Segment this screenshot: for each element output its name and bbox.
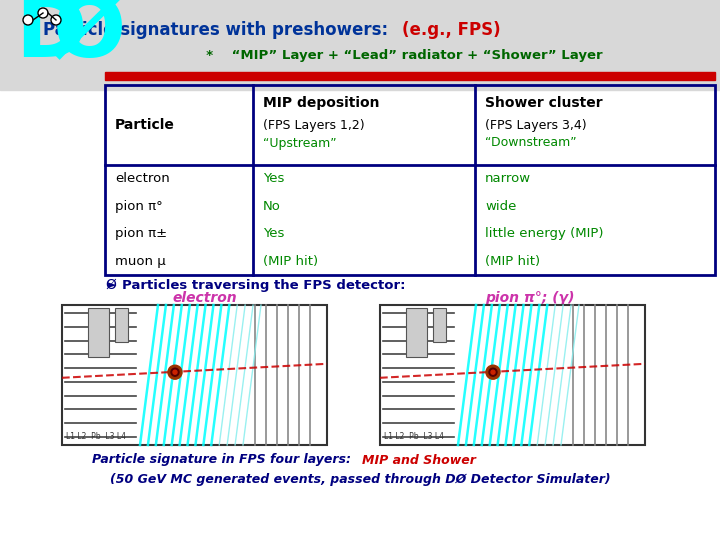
- Bar: [88, 308, 109, 357]
- Text: wide: wide: [485, 200, 516, 213]
- Text: pion π°: pion π°: [115, 200, 163, 213]
- Bar: [433, 308, 446, 342]
- Text: MIP deposition: MIP deposition: [263, 96, 379, 110]
- Bar: [62, 305, 327, 445]
- Text: (50 GeV MC generated events, passed through DØ Detector Simulater): (50 GeV MC generated events, passed thro…: [109, 474, 611, 487]
- Text: narrow: narrow: [485, 172, 531, 185]
- Bar: [0, 0, 720, 90]
- Text: muon μ: muon μ: [115, 255, 166, 268]
- Text: Particle signature in FPS four layers:: Particle signature in FPS four layers:: [92, 454, 360, 467]
- Text: No: No: [263, 200, 281, 213]
- Circle shape: [171, 368, 179, 376]
- Circle shape: [489, 368, 497, 376]
- Bar: [380, 305, 645, 445]
- Text: Yes: Yes: [263, 227, 284, 240]
- Text: Particles traversing the FPS detector:: Particles traversing the FPS detector:: [122, 279, 405, 292]
- Text: little energy (MIP): little energy (MIP): [485, 227, 603, 240]
- Text: “Downstream”: “Downstream”: [485, 137, 577, 150]
- Circle shape: [23, 15, 33, 25]
- Text: *    “MIP” Layer + “Lead” radiator + “Shower” Layer: * “MIP” Layer + “Lead” radiator + “Showe…: [197, 49, 603, 62]
- Text: Ø: Ø: [52, 0, 125, 75]
- Bar: [115, 308, 128, 342]
- Circle shape: [491, 370, 495, 374]
- Text: Yes: Yes: [263, 172, 284, 185]
- Text: L1 L2  Pb  L3 L4: L1 L2 Pb L3 L4: [384, 432, 444, 441]
- Text: “Upstream”: “Upstream”: [263, 137, 337, 150]
- Bar: [105, 72, 715, 80]
- Text: electron: electron: [173, 291, 238, 305]
- Text: (MIP hit): (MIP hit): [485, 255, 540, 268]
- Text: pion π±: pion π±: [115, 227, 167, 240]
- Text: Ø: Ø: [105, 278, 116, 292]
- Text: (FPS Layers 3,4): (FPS Layers 3,4): [485, 118, 587, 132]
- Text: (e.g., FPS): (e.g., FPS): [402, 21, 500, 39]
- Text: electron: electron: [115, 172, 170, 185]
- Text: pion π°; (γ): pion π°; (γ): [485, 291, 575, 305]
- Circle shape: [168, 365, 182, 379]
- Text: Particle: Particle: [115, 118, 175, 132]
- Text: D: D: [15, 0, 86, 75]
- Bar: [406, 308, 427, 357]
- Circle shape: [486, 365, 500, 379]
- Circle shape: [173, 370, 177, 374]
- Text: Particle signatures with preshowers:: Particle signatures with preshowers:: [43, 21, 400, 39]
- Circle shape: [38, 8, 48, 18]
- Text: MIP and Shower: MIP and Shower: [362, 454, 476, 467]
- Text: ►: ►: [108, 280, 117, 290]
- Text: Shower cluster: Shower cluster: [485, 96, 603, 110]
- Text: (FPS Layers 1,2): (FPS Layers 1,2): [263, 118, 364, 132]
- Text: L1 L2  Pb  L3 L4: L1 L2 Pb L3 L4: [66, 432, 126, 441]
- Text: (MIP hit): (MIP hit): [263, 255, 318, 268]
- Circle shape: [51, 15, 61, 25]
- Bar: [105, 85, 715, 275]
